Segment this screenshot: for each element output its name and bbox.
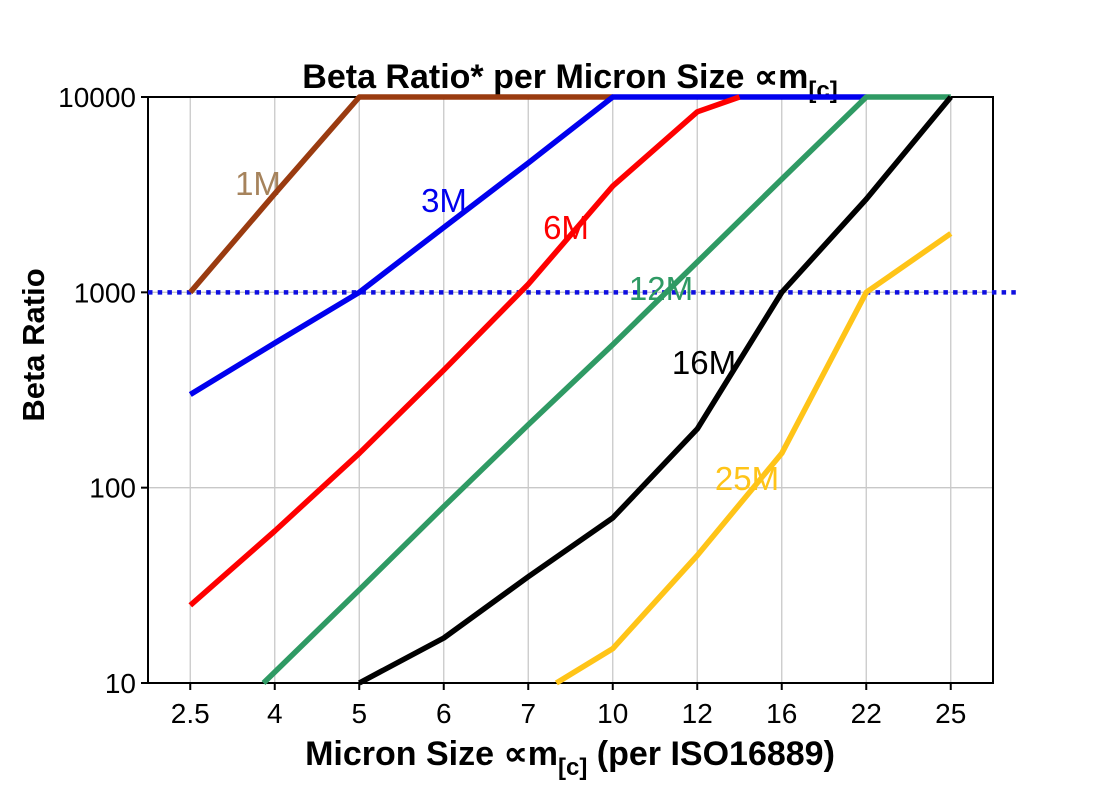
series-label-16M: 16M [672,344,736,381]
series-line-1M [188,94,613,295]
x-tick-label-25: 25 [935,698,966,729]
y-tick-label-1000: 1000 [74,277,136,308]
y-tick-label-10000: 10000 [58,82,136,113]
series-line-12M [261,94,951,685]
chart-title: Beta Ratio* per Micron Size ∝m[c] [302,58,837,104]
series-line-6M [188,94,741,608]
x-tick-label-22: 22 [851,698,882,729]
y-tick-label-10: 10 [105,668,136,699]
x-tick-label-12: 12 [682,698,713,729]
x-tick-label-7: 7 [520,698,536,729]
x-tick-label-5: 5 [351,698,367,729]
x-tick-label-2.5: 2.5 [171,698,210,729]
y-tick-label-100: 100 [89,473,136,504]
x-axis-title: Micron Size ∝m[c] (per ISO16889) [305,735,835,781]
series-line-3M [188,94,867,397]
series-line-25M [554,231,953,686]
x-tick-label-10: 10 [597,698,628,729]
x-tick-label-6: 6 [436,698,452,729]
y-axis-title: Beta Ratio [16,268,51,421]
x-tick-label-4: 4 [267,698,283,729]
x-tick-label-16: 16 [766,698,797,729]
series-line-16M [358,95,953,686]
